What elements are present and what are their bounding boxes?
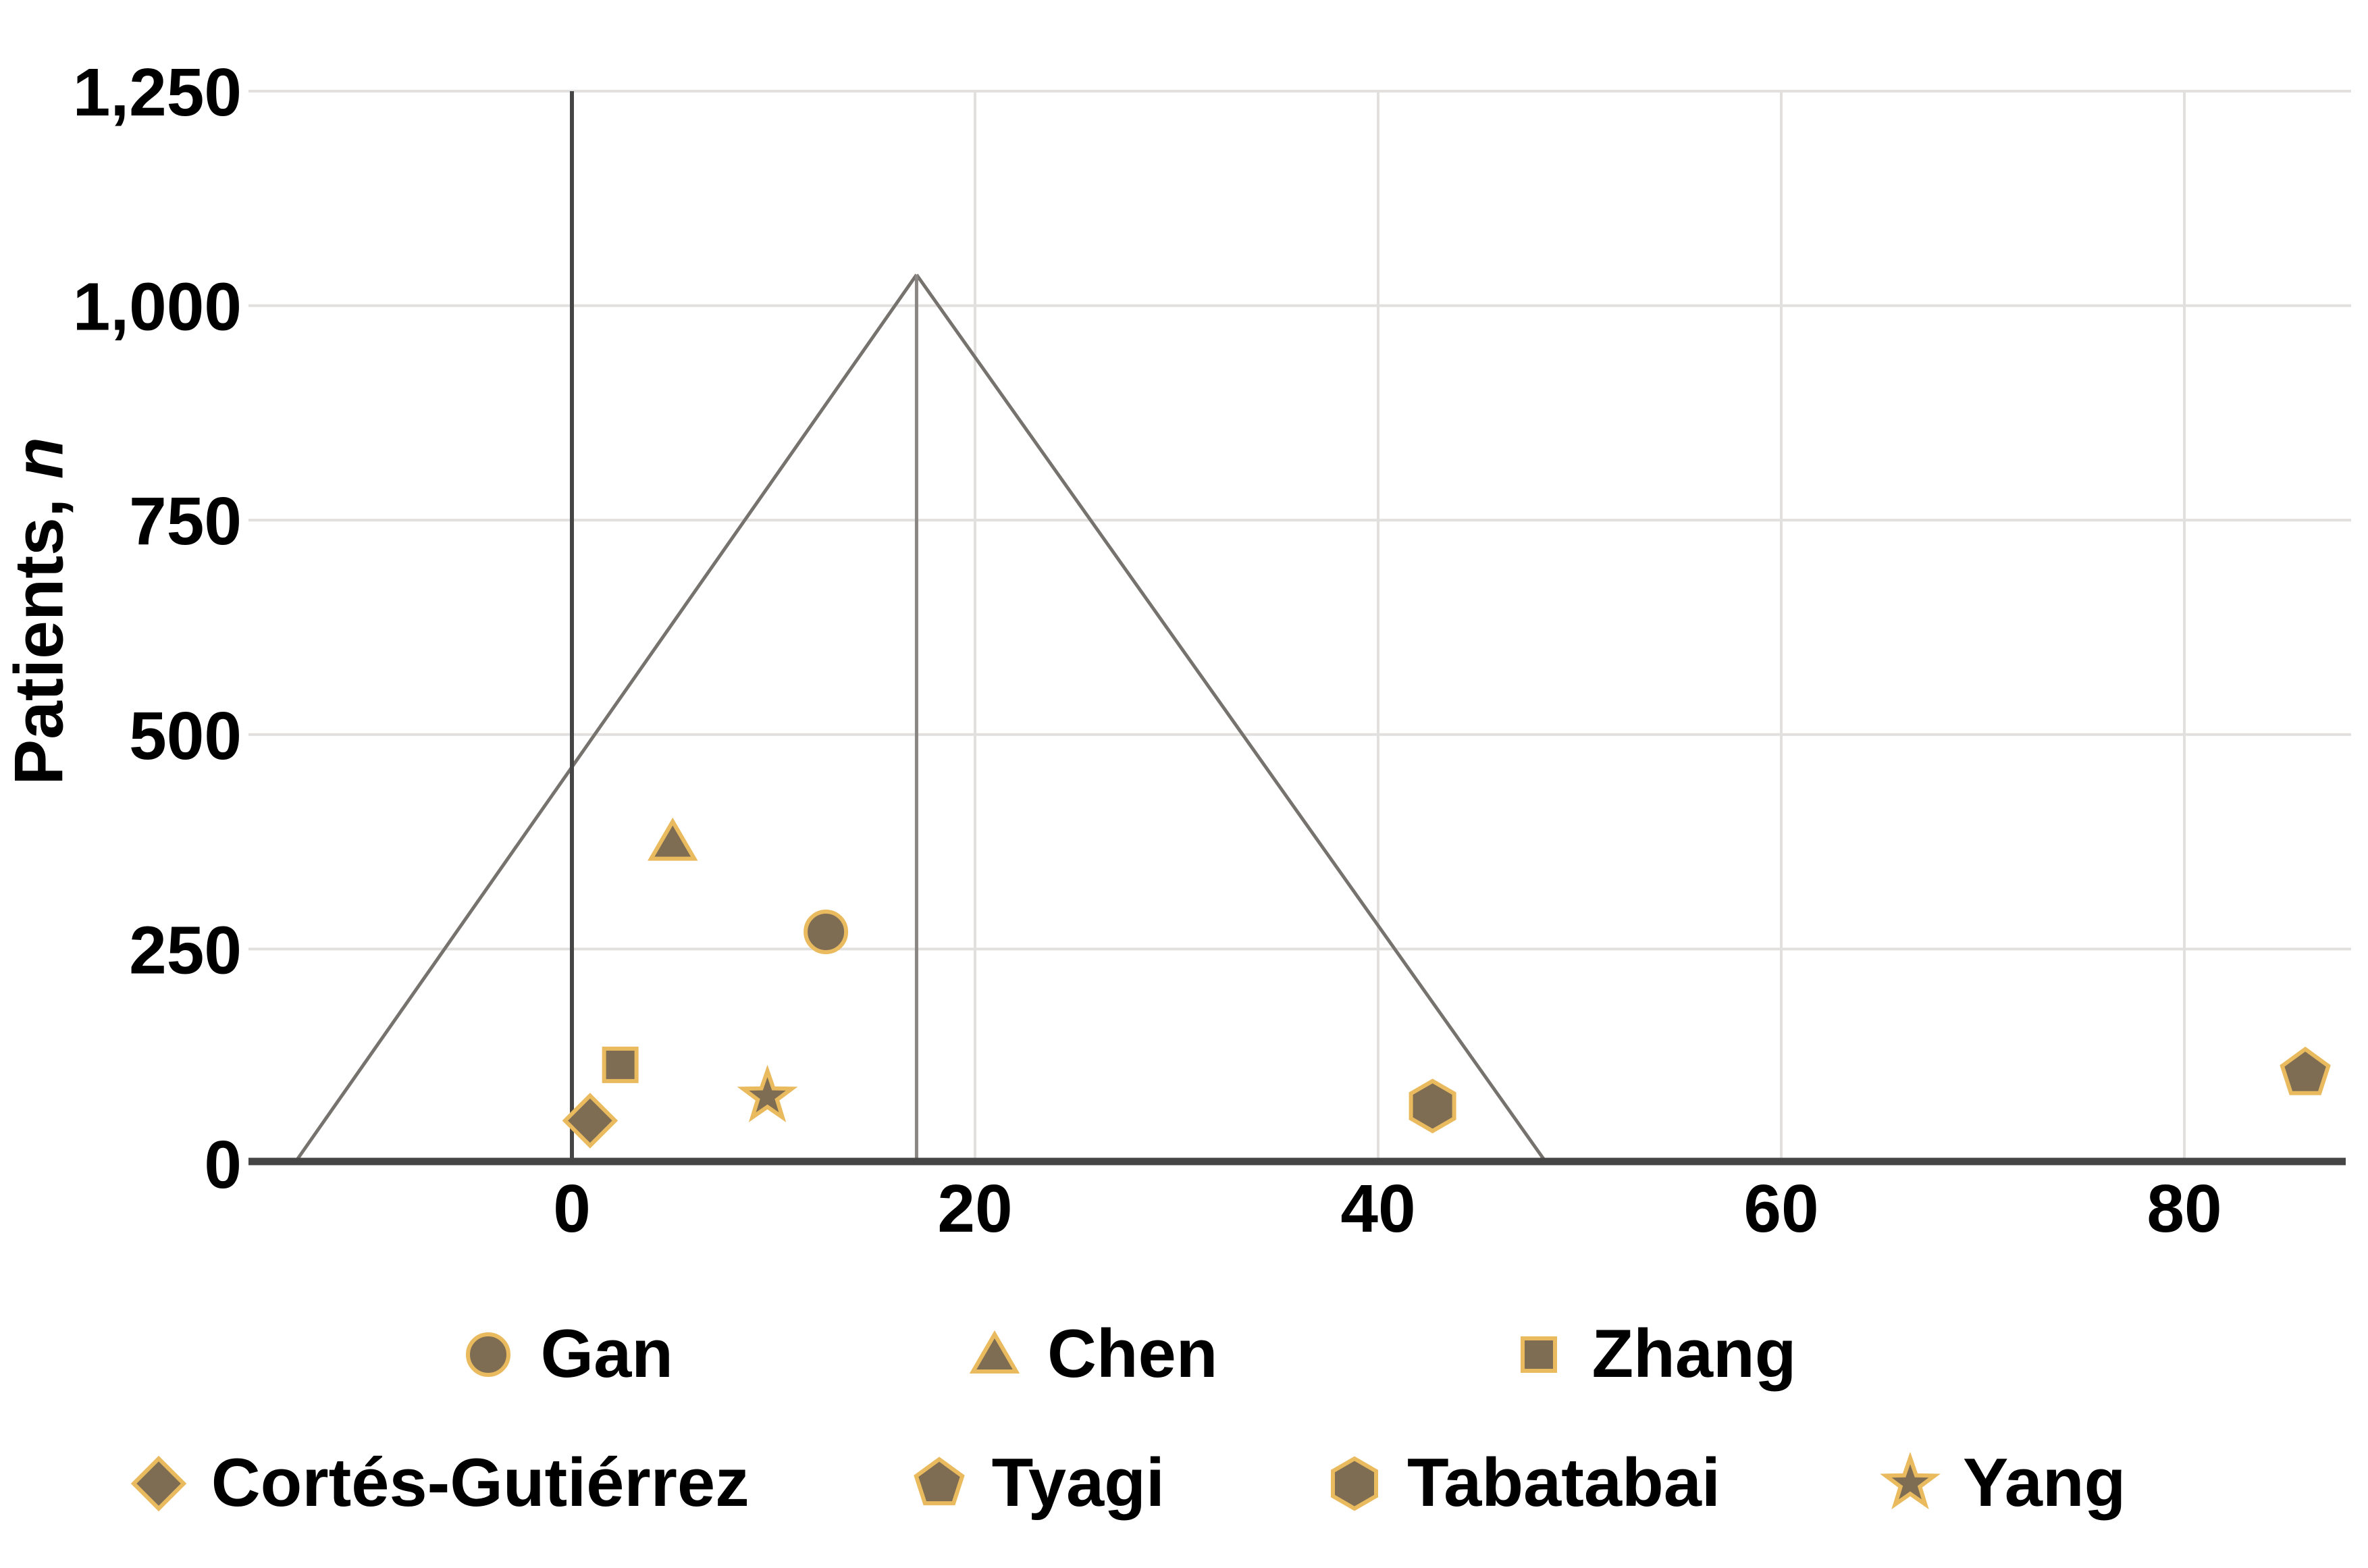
legend-item-tyagi: Tyagi (908, 1444, 1165, 1522)
square-marker-icon (1521, 1336, 1558, 1373)
hexagon-marker-shape (1330, 1456, 1378, 1511)
star-marker-shape (1880, 1452, 1941, 1509)
x-tick-label-80: 80 (2147, 1171, 2221, 1247)
pentagon-marker-icon (913, 1456, 965, 1505)
y-tick-label-1250: 1,250 (73, 55, 242, 130)
funnel-left-edge (294, 273, 918, 1163)
data-point-chen (648, 817, 698, 861)
x-tick-label-20: 20 (937, 1171, 1012, 1247)
y-tick-label-0: 0 (204, 1127, 242, 1203)
legend-row-2: Cortés-Gutiérrez Tyagi Tabatabai Yang (128, 1444, 2126, 1522)
legend-label-chen: Chen (1047, 1316, 1218, 1392)
diamond-marker-icon (130, 1455, 186, 1511)
plot-area: 0 250 500 750 1,000 1,250 0 20 40 60 80 (73, 55, 2351, 1247)
hexagon-marker-icon (1330, 1456, 1378, 1511)
legend-label-cortes-gutierrez: Cortés-Gutiérrez (211, 1445, 749, 1521)
legend-item-zhang: Zhang (1508, 1315, 1796, 1393)
y-axis-title-text: Patients, (0, 479, 78, 785)
x-tick-label-60: 60 (1743, 1171, 1818, 1247)
data-point-gan (804, 909, 849, 954)
y-tick-label-250: 250 (129, 912, 242, 988)
star-marker-icon (1880, 1452, 1941, 1509)
data-point-yang (737, 1064, 798, 1123)
y-tick-label-1000: 1,000 (73, 269, 242, 345)
data-point-tyagi (2280, 1046, 2331, 1095)
legend-label-tyagi: Tyagi (991, 1445, 1165, 1521)
legend-item-cortes-gutierrez: Cortés-Gutiérrez (128, 1444, 749, 1522)
funnel-right-edge (915, 273, 1547, 1163)
legend-label-gan: Gan (540, 1316, 673, 1392)
triangle-marker-shape (969, 1330, 1020, 1374)
x-tick-label-0: 0 (553, 1171, 591, 1247)
legend-label-tabatabai: Tabatabai (1406, 1445, 1720, 1521)
legend-row-1: Gan Chen Zhang (457, 1315, 1796, 1393)
legend-item-gan: Gan (457, 1315, 673, 1393)
y-axis-title-italic-n: n (0, 437, 78, 479)
y-tick-label-750: 750 (129, 484, 242, 559)
circle-marker-shape (465, 1332, 510, 1377)
legend-label-yang: Yang (1962, 1445, 2126, 1521)
x-tick-label-40: 40 (1340, 1171, 1415, 1247)
triangle-marker-icon (969, 1330, 1020, 1374)
pentagon-marker-shape (913, 1456, 965, 1505)
circle-marker-icon (465, 1332, 510, 1377)
square-marker-shape (1521, 1336, 1558, 1373)
legend-item-tabatabai: Tabatabai (1323, 1444, 1720, 1522)
data-point-zhang (602, 1046, 639, 1083)
y-axis-title: Patients, n (0, 437, 79, 785)
legend: Gan Chen Zhang Cortés-Gutiérrez Tyagi Tabata… (0, 1315, 2368, 1522)
data-point-tabatabai (1409, 1078, 1456, 1134)
y-tick-label-500: 500 (129, 698, 242, 774)
data-point-cortes-gutierrez (562, 1093, 619, 1149)
legend-item-yang: Yang (1879, 1444, 2126, 1522)
legend-item-chen: Chen (964, 1315, 1218, 1393)
legend-label-zhang: Zhang (1591, 1316, 1797, 1392)
diamond-marker-shape (130, 1455, 186, 1511)
